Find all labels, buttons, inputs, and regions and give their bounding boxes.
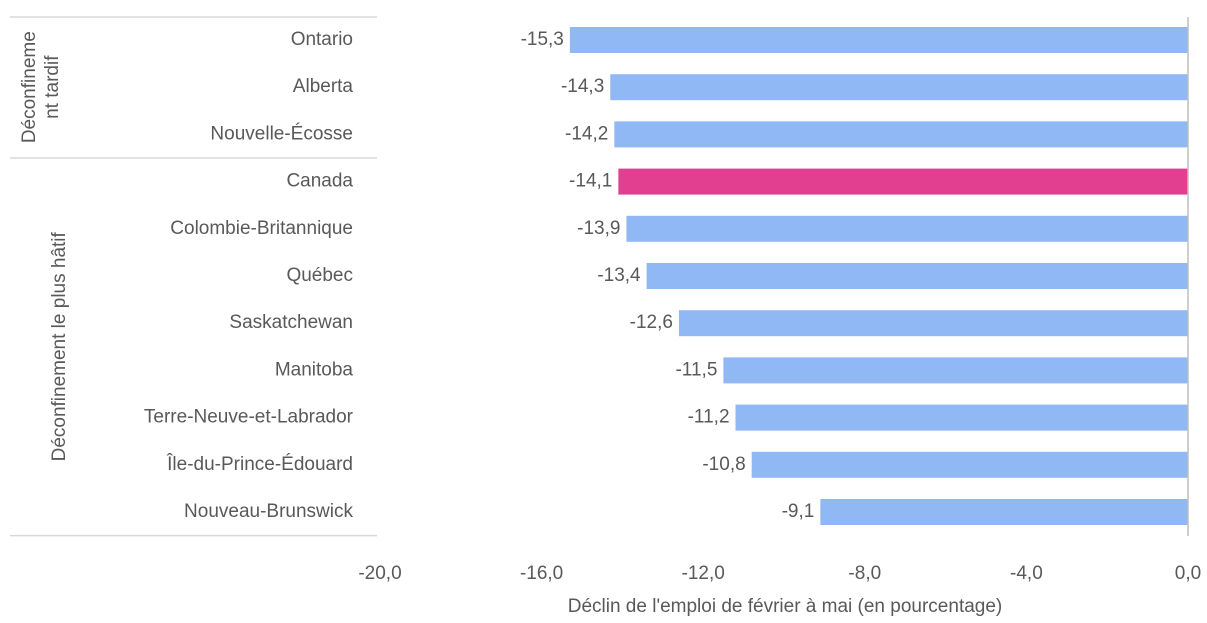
y-tick-label: Nouveau-Brunswick	[184, 501, 353, 522]
x-tick-label: -12,0	[682, 563, 725, 584]
x-tick-label: -20,0	[358, 563, 401, 584]
y-tick-label: Québec	[286, 265, 353, 286]
value-label: -12,6	[630, 312, 673, 333]
value-label: -15,3	[521, 29, 564, 50]
value-label: -11,2	[688, 407, 730, 428]
y-tick-label: Terre-Neuve-et-Labrador	[144, 407, 354, 428]
x-axis-label: Déclin de l'emploi de février à mai (en …	[568, 596, 1003, 617]
bar	[820, 499, 1188, 525]
value-label: -9,1	[782, 501, 815, 522]
bar	[569, 27, 1188, 53]
value-label: -14,1	[569, 171, 612, 192]
value-label: -14,3	[561, 76, 604, 97]
y-tick-label: Manitoba	[275, 359, 354, 380]
y-tick-label: Saskatchewan	[229, 312, 353, 333]
value-label: -13,4	[597, 265, 641, 286]
y-tick-label: Colombie-Britannique	[170, 218, 353, 239]
bar	[646, 263, 1188, 289]
value-label: -10,8	[702, 454, 745, 475]
bar	[626, 215, 1188, 242]
bar	[618, 168, 1188, 195]
y-tick-label: Île-du-Prince-Édouard	[166, 453, 353, 475]
bar	[735, 404, 1188, 431]
bar	[678, 310, 1188, 337]
bar	[723, 357, 1188, 384]
value-label: -14,2	[565, 123, 608, 144]
bar	[610, 74, 1188, 101]
group-label: Déconfinement le plus hâtif	[49, 231, 70, 461]
bar	[614, 121, 1188, 148]
x-tick-label: -8,0	[848, 563, 881, 584]
value-label: -11,5	[675, 359, 717, 380]
x-tick-label: -16,0	[520, 563, 563, 584]
x-tick-label: 0,0	[1175, 563, 1201, 584]
y-tick-label: Alberta	[293, 76, 354, 97]
value-label: -13,9	[577, 218, 620, 239]
y-tick-label: Nouvelle-Écosse	[210, 123, 353, 144]
y-tick-label: Ontario	[291, 29, 353, 50]
x-tick-label: -4,0	[1010, 563, 1043, 584]
bar	[751, 451, 1188, 478]
group-label: Déconfineme	[19, 31, 40, 143]
group-label: nt tardif	[42, 55, 63, 119]
y-tick-label: Canada	[286, 171, 353, 192]
